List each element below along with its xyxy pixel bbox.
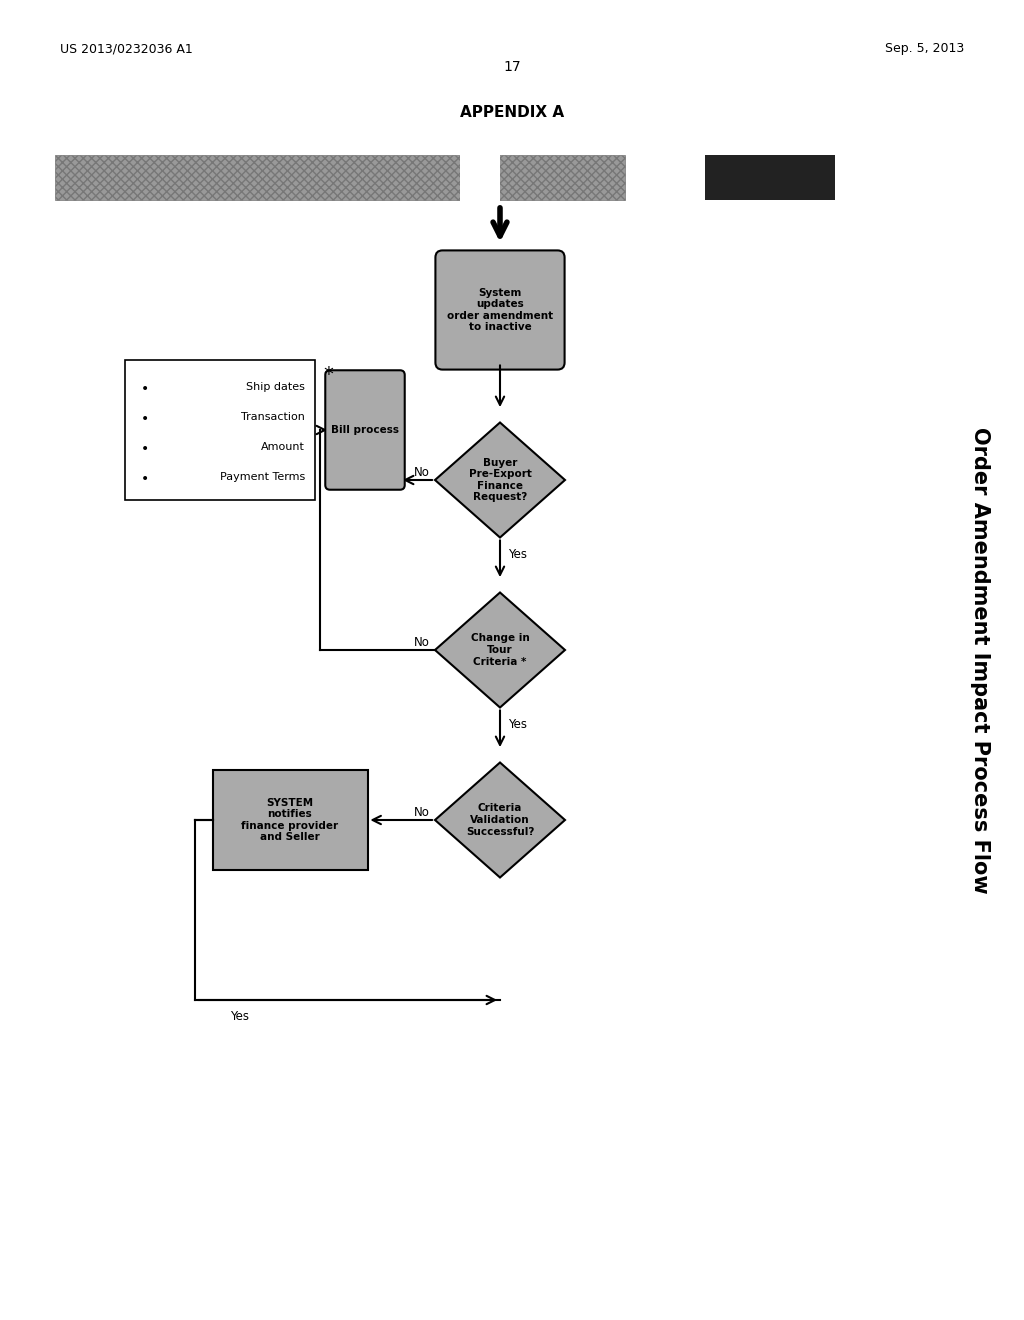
Bar: [705, 154, 835, 201]
Text: SYSTEM
notifies
finance provider
and Seller: SYSTEM notifies finance provider and Sel…: [242, 797, 339, 842]
Text: System
updates
order amendment
to inactive: System updates order amendment to inacti…: [446, 288, 553, 333]
Text: Criteria
Validation
Successful?: Criteria Validation Successful?: [466, 804, 535, 837]
Text: •: •: [141, 381, 150, 396]
Text: 17: 17: [503, 59, 521, 74]
FancyBboxPatch shape: [435, 251, 564, 370]
Text: •: •: [141, 473, 150, 486]
Polygon shape: [435, 763, 565, 878]
Text: Sep. 5, 2013: Sep. 5, 2013: [885, 42, 964, 55]
Polygon shape: [435, 422, 565, 537]
Text: No: No: [414, 466, 430, 479]
Text: Yes: Yes: [230, 1010, 250, 1023]
Text: Order Amendment Impact Process Flow: Order Amendment Impact Process Flow: [970, 426, 990, 894]
Bar: [460, 152, 500, 203]
Text: US 2013/0232036 A1: US 2013/0232036 A1: [60, 42, 193, 55]
Text: Buyer
Pre-Export
Finance
Request?: Buyer Pre-Export Finance Request?: [469, 458, 531, 503]
Polygon shape: [435, 593, 565, 708]
Text: *: *: [323, 366, 333, 384]
Text: Yes: Yes: [508, 718, 527, 730]
Text: APPENDIX A: APPENDIX A: [460, 106, 564, 120]
Bar: [125, 360, 315, 500]
Bar: [213, 770, 368, 870]
Text: No: No: [414, 635, 430, 648]
Text: Payment Terms: Payment Terms: [220, 473, 305, 482]
Text: Amount: Amount: [261, 442, 305, 451]
FancyBboxPatch shape: [326, 371, 404, 490]
Text: Transaction: Transaction: [241, 412, 305, 422]
Bar: [55, 154, 625, 201]
Text: Yes: Yes: [508, 548, 527, 561]
Text: No: No: [414, 805, 430, 818]
Text: Change in
Tour
Criteria *: Change in Tour Criteria *: [471, 634, 529, 667]
Text: Bill process: Bill process: [331, 425, 399, 436]
Text: •: •: [141, 442, 150, 455]
Text: •: •: [141, 412, 150, 426]
Text: Ship dates: Ship dates: [246, 381, 305, 392]
